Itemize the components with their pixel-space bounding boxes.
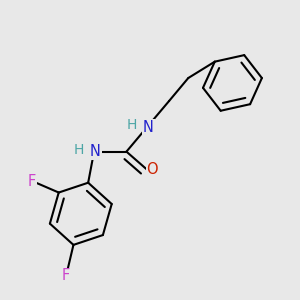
Text: F: F xyxy=(28,174,36,189)
Text: O: O xyxy=(146,162,158,177)
Text: H: H xyxy=(74,143,84,157)
Text: N: N xyxy=(90,144,101,159)
Text: N: N xyxy=(143,120,154,135)
Text: F: F xyxy=(62,268,70,284)
Text: H: H xyxy=(127,118,137,133)
